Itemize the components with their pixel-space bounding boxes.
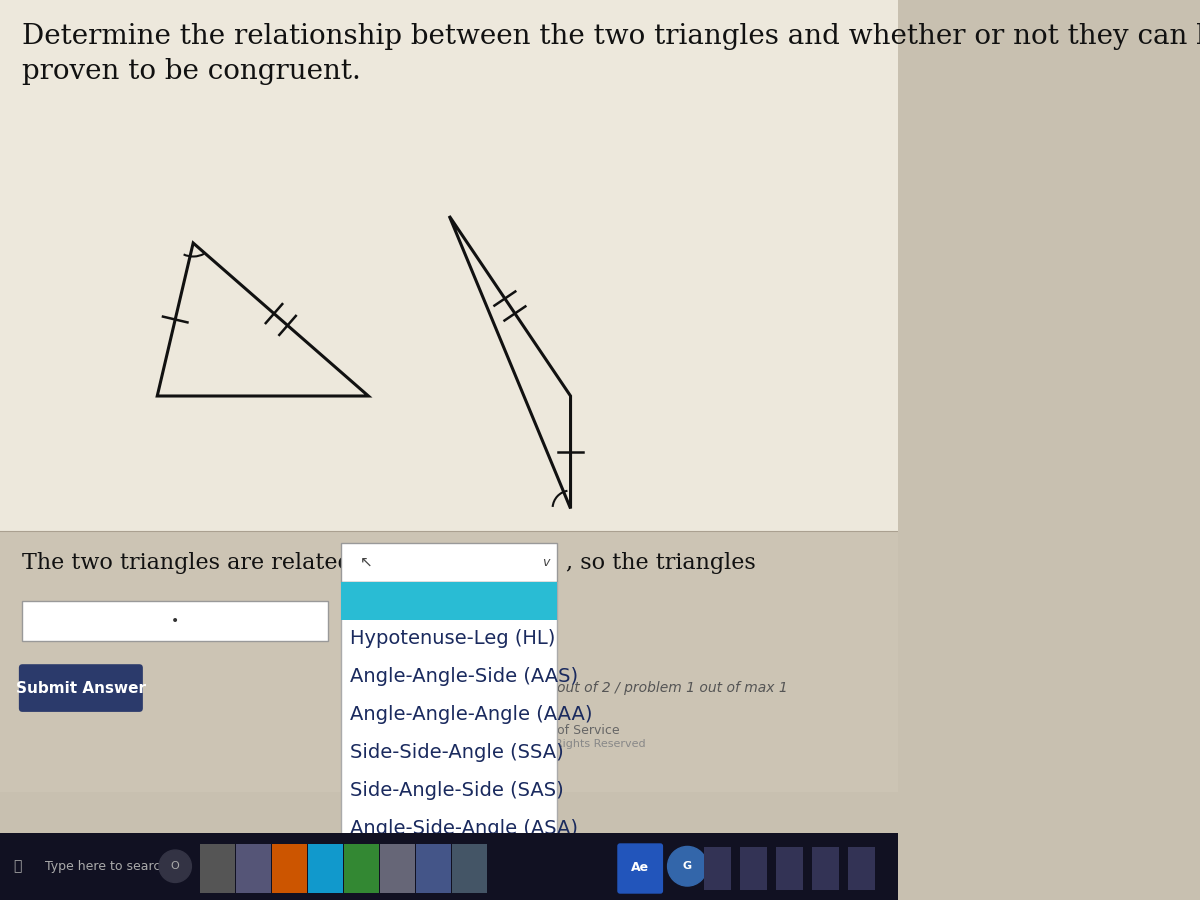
Text: Side-Side-Side (SSS): Side-Side-Side (SSS) xyxy=(350,856,550,876)
Text: Copyright © 2021 DeltaMath.com. All Rights Reserved: Copyright © 2021 DeltaMath.com. All Righ… xyxy=(342,739,646,750)
FancyBboxPatch shape xyxy=(0,0,899,792)
Text: •: • xyxy=(172,614,179,628)
FancyBboxPatch shape xyxy=(380,844,415,893)
FancyBboxPatch shape xyxy=(0,832,899,900)
Circle shape xyxy=(160,850,191,882)
Text: out of 2 / problem 1 out of max 1: out of 2 / problem 1 out of max 1 xyxy=(557,681,788,695)
Text: Angle-Angle-Angle (AAA): Angle-Angle-Angle (AAA) xyxy=(350,705,593,725)
FancyBboxPatch shape xyxy=(812,847,839,890)
FancyBboxPatch shape xyxy=(200,844,235,893)
FancyBboxPatch shape xyxy=(740,847,767,890)
FancyBboxPatch shape xyxy=(617,843,664,894)
Text: v: v xyxy=(542,556,550,569)
Text: Angle-Angle-Side (AAS): Angle-Angle-Side (AAS) xyxy=(350,667,578,687)
FancyBboxPatch shape xyxy=(452,844,487,893)
Text: 🔍: 🔍 xyxy=(13,860,22,873)
FancyBboxPatch shape xyxy=(19,664,143,712)
Text: O: O xyxy=(170,861,180,871)
FancyBboxPatch shape xyxy=(342,582,557,620)
Text: Ae: Ae xyxy=(631,861,649,874)
FancyBboxPatch shape xyxy=(236,844,271,893)
FancyBboxPatch shape xyxy=(342,582,557,885)
Text: G: G xyxy=(683,861,692,871)
Text: Side-Side-Angle (SSA): Side-Side-Angle (SSA) xyxy=(350,742,564,762)
Circle shape xyxy=(667,846,707,886)
Text: Side-Angle-Side (SAS): Side-Angle-Side (SAS) xyxy=(350,780,564,800)
Text: ↖: ↖ xyxy=(360,555,372,570)
Text: Angle-Side-Angle (ASA): Angle-Side-Angle (ASA) xyxy=(350,818,578,838)
Text: Submit Answer: Submit Answer xyxy=(16,680,146,696)
FancyBboxPatch shape xyxy=(0,531,899,792)
FancyBboxPatch shape xyxy=(272,844,307,893)
FancyBboxPatch shape xyxy=(308,844,343,893)
FancyBboxPatch shape xyxy=(776,847,803,890)
FancyBboxPatch shape xyxy=(23,601,328,641)
Text: The two triangles are related by: The two triangles are related by xyxy=(23,552,386,573)
FancyBboxPatch shape xyxy=(704,847,731,890)
FancyBboxPatch shape xyxy=(416,844,451,893)
Text: Determine the relationship between the two triangles and whether or not they can: Determine the relationship between the t… xyxy=(23,22,1200,85)
FancyBboxPatch shape xyxy=(342,543,557,582)
FancyBboxPatch shape xyxy=(344,844,379,893)
Text: Type here to search: Type here to search xyxy=(44,860,168,873)
FancyBboxPatch shape xyxy=(848,847,875,890)
Text: Hypotenuse-Leg (HL): Hypotenuse-Leg (HL) xyxy=(350,629,556,649)
Text: of Service: of Service xyxy=(557,724,619,737)
Text: , so the triangles: , so the triangles xyxy=(566,552,756,573)
